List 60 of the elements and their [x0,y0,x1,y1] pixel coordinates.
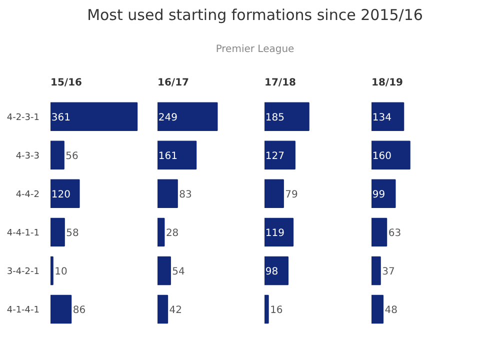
data-label: 99 [372,190,386,201]
chart-title: 15/16 [50,78,82,88]
bar [158,140,197,170]
bar [50,218,65,247]
data-label: 63 [388,228,402,240]
bar [372,102,404,131]
data-label: 56 [66,151,78,162]
data-label: 48 [384,305,398,316]
bar [50,102,138,131]
y-tick-label: 3-4-2-1 [6,267,40,278]
bar [50,140,64,170]
bar [372,256,381,286]
bar [264,294,269,324]
bar [264,179,284,208]
data-label: 160 [372,151,392,162]
bar [158,256,171,286]
data-label: 249 [158,112,178,124]
data-label: 83 [179,190,192,201]
bar [158,102,218,131]
bar [158,179,178,208]
y-tick-label: 4-3-3 [16,152,40,162]
bar [264,140,296,170]
data-label: 58 [66,228,79,240]
bar [158,218,165,247]
chart-title: 16/17 [158,78,190,88]
data-label: 134 [372,112,392,124]
data-label: 79 [285,190,298,201]
bar [264,102,310,131]
chart-title: 17/18 [264,78,296,88]
bar [50,179,80,208]
data-label: 161 [158,151,178,162]
data-label: 54 [172,266,185,278]
data-label: 28 [166,228,179,240]
text: Premier League [216,43,294,57]
y-tick-label: 4-4-2 [16,190,40,200]
y-tick-label: 4-4-1-1 [6,228,40,239]
y-tick-label: 4-2-3-1 [6,113,40,124]
text: Most used starting formations since 2015/16 [87,5,423,26]
y-tick-label: 4-1-4-1 [6,306,40,316]
bar [372,179,396,208]
bar [158,294,168,324]
bar [372,294,384,324]
bar [264,256,289,286]
data-label: 185 [265,112,284,124]
bar [50,256,54,286]
data-label: 361 [51,112,70,124]
data-label: 42 [169,305,182,316]
data-label: 16 [270,305,283,316]
bar [264,218,294,247]
chart-title: 18/19 [372,78,404,88]
data-label: 98 [265,266,278,278]
bar [372,140,410,170]
data-label: 86 [72,305,86,316]
bar [372,218,388,247]
data-label: 37 [382,266,395,278]
bar [50,294,72,324]
data-label: 120 [51,190,70,201]
data-label: 127 [265,151,284,162]
data-label: 10 [54,266,68,278]
data-label: 119 [265,228,284,240]
